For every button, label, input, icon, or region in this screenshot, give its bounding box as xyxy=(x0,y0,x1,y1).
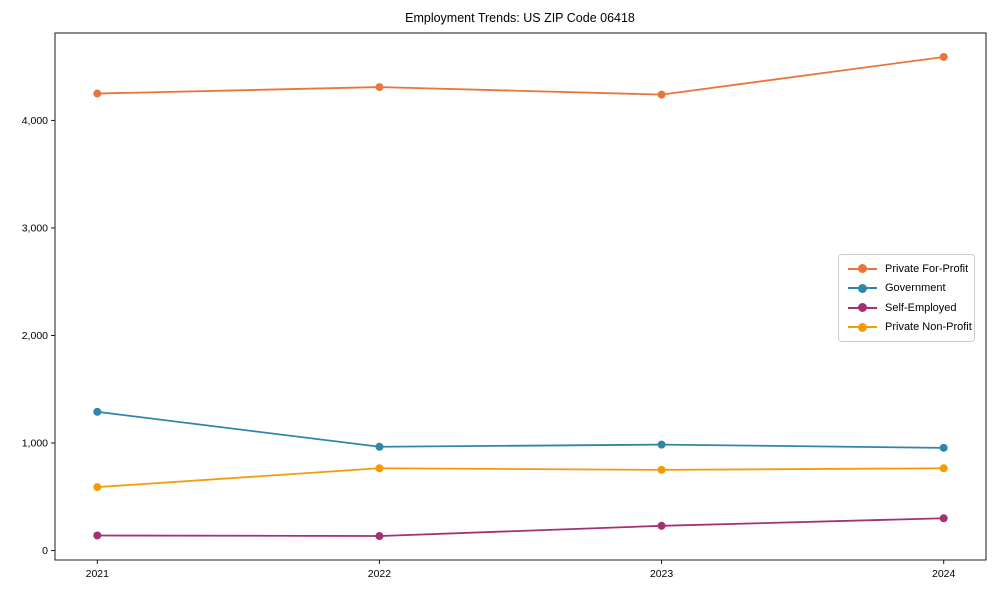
data-point-private-non-profit xyxy=(657,465,666,474)
x-axis-tick-label: 2024 xyxy=(932,568,956,580)
legend-label: Private Non-Profit xyxy=(885,321,972,334)
data-point-private-for-profit xyxy=(657,90,666,99)
y-axis-tick-label: 2,000 xyxy=(22,330,48,342)
y-axis-tick-label: 4,000 xyxy=(22,115,48,127)
y-axis-tick-label: 1,000 xyxy=(22,438,48,450)
y-axis-tick-label: 3,000 xyxy=(22,222,48,234)
data-point-private-non-profit xyxy=(93,483,102,492)
data-point-private-for-profit xyxy=(375,83,384,92)
legend-item: Private For-Profit xyxy=(848,259,969,279)
data-point-private-for-profit xyxy=(93,89,102,98)
data-point-government xyxy=(657,440,666,449)
legend-label: Government xyxy=(885,282,946,295)
x-axis-tick-label: 2021 xyxy=(86,568,110,580)
data-point-government xyxy=(939,443,948,452)
data-point-private-non-profit xyxy=(375,464,384,473)
data-point-private-non-profit xyxy=(939,464,948,473)
plot-area: 0 1,000 2,000 3,000 4,000 2021 2022 2023 2024 xyxy=(22,32,987,580)
x-axis-tick-label: 2022 xyxy=(368,568,392,580)
legend-label: Self-Employed xyxy=(885,301,957,314)
legend-line-marker-icon xyxy=(848,283,877,293)
data-point-self-employed xyxy=(93,531,102,540)
x-axis-tick-label: 2023 xyxy=(650,568,674,580)
data-point-self-employed xyxy=(657,521,666,530)
legend-item: Government xyxy=(848,279,966,299)
legend-label: Private For-Profit xyxy=(885,262,969,275)
series-line-government xyxy=(97,410,944,449)
data-point-self-employed xyxy=(375,532,384,541)
data-point-government xyxy=(93,407,102,416)
y-axis-tick-label: 0 xyxy=(42,545,48,557)
legend-line-marker-icon xyxy=(848,264,877,274)
series-line-private-for-profit xyxy=(97,56,944,96)
data-point-private-for-profit xyxy=(939,52,948,61)
series-line-private-non-profit xyxy=(97,467,944,488)
chart-title: Employment Trends: US ZIP Code 06418 xyxy=(405,11,635,25)
legend-item: Private Non-Profit xyxy=(848,318,972,338)
legend-item: Self-Employed xyxy=(848,298,966,318)
legend-line-marker-icon xyxy=(848,322,877,332)
series-line-self-employed xyxy=(97,517,944,537)
data-point-government xyxy=(375,442,384,451)
legend: Private For-Profit Government Self-Emplo… xyxy=(838,254,975,342)
legend-line-marker-icon xyxy=(848,303,877,313)
data-point-self-employed xyxy=(939,514,948,523)
axes-spines xyxy=(54,32,987,561)
